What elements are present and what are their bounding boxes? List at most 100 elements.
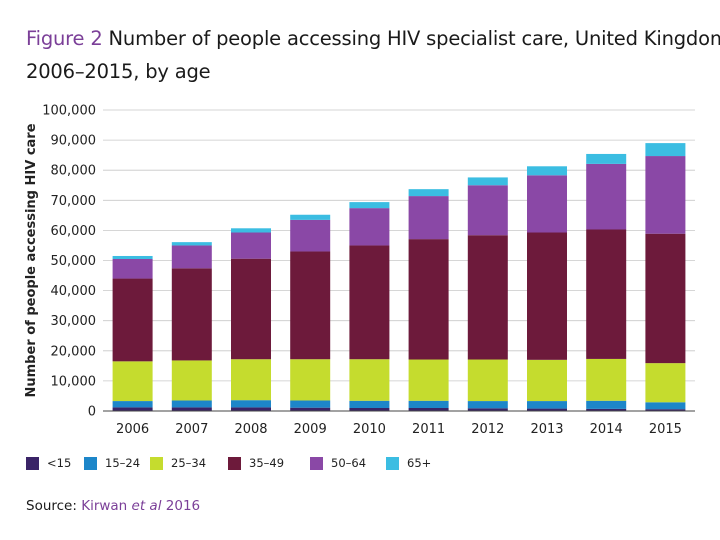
bar-segment (527, 401, 567, 409)
y-tick-label: 40,000 (51, 284, 97, 299)
bar-segment (586, 408, 627, 411)
chart-title: Figure 2 Number of people accessing HIV … (26, 22, 720, 88)
x-tick-label: 2013 (530, 422, 563, 437)
bar-segment (586, 163, 627, 230)
y-tick-label: 10,000 (51, 374, 97, 389)
figure-label: Figure 2 (26, 27, 103, 50)
bar-segment (231, 400, 271, 408)
x-tick-label: 2008 (234, 422, 267, 437)
x-tick-label: 2009 (294, 422, 327, 437)
bar-segment (349, 407, 390, 411)
bar-segment (467, 177, 508, 186)
bar-segment (171, 242, 212, 246)
legend-item: 25–34 (150, 455, 206, 471)
bar-segment (586, 400, 627, 409)
bar-segment (290, 359, 331, 401)
source-author: Kirwan (81, 498, 128, 514)
bar-segment (527, 232, 567, 360)
legend-label: 65+ (407, 456, 432, 470)
bar-segment (171, 400, 212, 408)
bar-segment (408, 407, 449, 411)
y-tick-label: 60,000 (51, 224, 97, 239)
bar-segment (112, 407, 153, 411)
bar-segment (645, 233, 686, 364)
y-tick-label: 30,000 (51, 314, 97, 329)
bar-segment (112, 258, 153, 279)
legend-item: <15 (26, 455, 71, 471)
bar-segment (467, 185, 508, 236)
source-citation: Kirwan et al 2016 (81, 498, 200, 514)
bar-segment (645, 143, 686, 157)
bar-segment (231, 258, 271, 360)
bar-segment (349, 359, 390, 401)
bar-segment (290, 407, 331, 411)
legend-item: 35–49 (228, 455, 284, 471)
bar-segment (408, 239, 449, 360)
bar-segment (527, 166, 567, 176)
x-tick-label: 2006 (116, 422, 149, 437)
x-tick-label: 2010 (353, 422, 386, 437)
x-tick-label: 2011 (412, 422, 445, 437)
bar-segment (349, 245, 390, 360)
bar-segment (171, 407, 212, 411)
legend-swatch (84, 456, 97, 470)
legend-label: 15–24 (105, 456, 141, 470)
source-etal: et al (131, 498, 162, 514)
legend-label: 50–64 (331, 456, 367, 470)
source-label: Source: (26, 498, 77, 514)
bar-segment (290, 251, 331, 360)
bar-segment (645, 363, 686, 403)
legend-label: 35–49 (249, 456, 285, 470)
bar-segment (112, 255, 153, 259)
y-tick-label: 70,000 (51, 194, 97, 209)
bar-segment (467, 401, 508, 409)
y-tick-label: 20,000 (51, 344, 97, 359)
bar-segment (467, 408, 508, 411)
bar-segment (349, 202, 390, 209)
bar-segment (349, 208, 390, 246)
y-tick-label: 0 (88, 405, 96, 420)
legend-label: <15 (47, 456, 72, 470)
legend-swatch (228, 456, 241, 470)
legend-item: 50–64 (310, 455, 366, 471)
legend-item: 15–24 (84, 455, 140, 471)
y-axis-title: Number of people accessing HIV care (24, 123, 39, 397)
bar-segment (645, 156, 686, 234)
bar-segment (231, 232, 271, 259)
bar-segment (527, 359, 567, 402)
bar-segment (290, 214, 331, 220)
bar-segment (290, 400, 331, 408)
legend-item: 65+ (386, 455, 431, 471)
title-text-1: Number of people accessing HIV specialis… (108, 27, 720, 50)
bar-segment (408, 189, 449, 197)
bar-segment (112, 361, 153, 402)
bar-segment (112, 278, 153, 362)
bar-segment (231, 407, 271, 411)
bar-segment (586, 358, 627, 401)
y-tick-label: 90,000 (51, 134, 97, 149)
bar-segment (408, 400, 449, 408)
y-tick-label: 50,000 (51, 254, 97, 269)
x-tick-label: 2012 (471, 422, 504, 437)
bar-segment (290, 219, 331, 252)
y-tick-label: 100,000 (42, 104, 96, 119)
bar-segment (171, 268, 212, 361)
x-tick-label: 2014 (590, 422, 623, 437)
x-tick-label: 2015 (649, 422, 682, 437)
bar-segment (586, 229, 627, 359)
bar-segment (527, 408, 567, 411)
bar-segment (467, 235, 508, 360)
legend-swatch (26, 456, 39, 470)
title-line-1: Figure 2 Number of people accessing HIV … (26, 22, 720, 55)
bar-segment (586, 153, 627, 164)
title-line-2: 2006–2015, by age (26, 60, 211, 83)
bar-segment (349, 400, 390, 408)
bar-segment (112, 401, 153, 408)
legend-swatch (310, 456, 323, 470)
legend-swatch (150, 456, 163, 470)
chart-legend: <15 15–24 25–34 35–49 50–64 65+ (26, 455, 706, 473)
bar-segment (408, 359, 449, 401)
x-tick-label: 2007 (175, 422, 208, 437)
bar-segment (231, 359, 271, 401)
